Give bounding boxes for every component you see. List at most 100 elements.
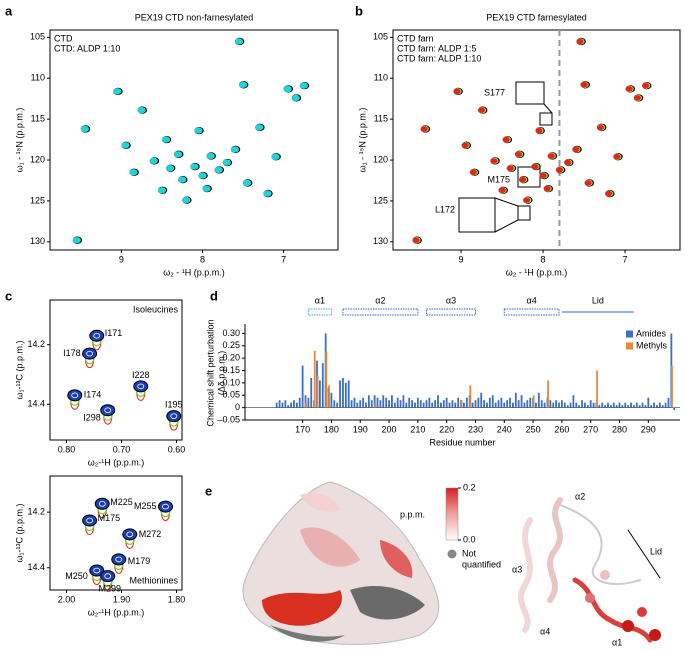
bar xyxy=(658,402,661,408)
not-quantified-label: Not xyxy=(462,548,477,558)
bar xyxy=(376,397,379,408)
x-tick-label: 240 xyxy=(497,424,512,434)
legend-label: CTD xyxy=(54,33,73,43)
structure-label: α4 xyxy=(540,626,550,636)
protein-ribbon xyxy=(517,497,661,643)
x-tick-label: 2.00 xyxy=(58,594,76,604)
peak xyxy=(572,146,580,153)
surface-patch xyxy=(300,527,360,567)
bar xyxy=(627,405,630,408)
peak-label: M250 xyxy=(65,571,88,581)
bar xyxy=(483,400,486,408)
y-tick-label: 110 xyxy=(374,73,388,83)
x-tick-label: 190 xyxy=(353,424,368,434)
x-tick-label: 260 xyxy=(554,424,569,434)
y-tick-label: 130 xyxy=(30,236,45,246)
y-tick-label: 0.30 xyxy=(222,328,240,338)
legend-label: Amides xyxy=(636,328,667,338)
x-tick-label: 280 xyxy=(612,424,627,434)
contour xyxy=(93,332,101,339)
peak xyxy=(291,94,300,102)
peak xyxy=(230,146,240,153)
legend-label: CTD farn xyxy=(397,33,434,43)
bar xyxy=(535,402,537,408)
bar xyxy=(566,405,569,408)
peak xyxy=(238,81,248,88)
peak xyxy=(129,169,138,176)
contour xyxy=(137,383,145,390)
bar xyxy=(480,392,483,408)
peak xyxy=(490,158,498,164)
x-axis-label: ω₂-¹H (p.p.m.) xyxy=(88,457,145,467)
contour xyxy=(162,503,169,510)
bar xyxy=(465,397,468,408)
peak-label: M179 xyxy=(128,556,151,566)
protein-surface xyxy=(242,481,440,645)
bar xyxy=(439,402,442,408)
contour xyxy=(93,567,101,574)
x-axis-label: Residue number xyxy=(429,437,495,447)
x-tick-label: 290 xyxy=(641,424,656,434)
bar xyxy=(382,395,385,408)
bar xyxy=(402,395,405,408)
peak xyxy=(596,124,604,131)
y-tick-label: 0 xyxy=(235,402,240,412)
bar xyxy=(471,402,474,408)
peak xyxy=(263,190,272,197)
bar xyxy=(313,350,316,408)
helix xyxy=(425,308,476,316)
bar xyxy=(275,402,278,408)
bar xyxy=(325,350,328,408)
peak-label: M299 xyxy=(98,583,121,593)
y-tick-label: 0.05 xyxy=(222,390,240,400)
peak xyxy=(166,410,182,423)
bar xyxy=(425,400,428,408)
peak xyxy=(182,196,191,204)
bar xyxy=(612,402,615,408)
bar xyxy=(547,380,549,408)
structure-label: α3 xyxy=(446,295,456,305)
structure-label: Lid xyxy=(592,295,604,305)
x-tick-label: 9 xyxy=(119,254,124,264)
bar xyxy=(457,397,460,408)
bar xyxy=(667,397,670,408)
y-tick-label: 125 xyxy=(373,195,388,205)
y-tick-label: 115 xyxy=(31,114,45,124)
bar xyxy=(543,402,546,408)
ribbon-sphere xyxy=(622,620,634,632)
bar xyxy=(615,405,618,408)
bar xyxy=(301,365,304,408)
x-tick-label: 7 xyxy=(281,254,286,264)
peak xyxy=(564,159,572,166)
bar xyxy=(540,400,543,408)
peak xyxy=(122,528,138,541)
x-axis-label: ω₂ - ¹H (p.p.m.) xyxy=(506,267,568,277)
peak xyxy=(255,124,264,131)
bar xyxy=(344,382,347,408)
bar xyxy=(529,397,532,408)
peak-label: I171 xyxy=(105,328,123,338)
bar xyxy=(295,402,298,408)
bar xyxy=(416,397,419,408)
bar xyxy=(434,400,437,408)
peak xyxy=(89,329,105,342)
bar xyxy=(506,400,509,408)
peak xyxy=(234,38,244,45)
peak xyxy=(580,82,588,88)
lid-arrow xyxy=(627,529,661,579)
bar xyxy=(310,377,313,408)
peak xyxy=(633,95,641,101)
y-tick-label: 120 xyxy=(373,154,388,164)
bar xyxy=(523,402,526,408)
bar xyxy=(287,405,290,408)
colorbar-tick-label: 0.2 xyxy=(463,482,476,492)
bar xyxy=(549,400,552,408)
bar xyxy=(328,385,331,408)
bar xyxy=(589,400,592,408)
peak xyxy=(506,165,514,171)
peak xyxy=(625,86,633,92)
bar xyxy=(388,400,390,408)
bar xyxy=(304,395,307,408)
peak xyxy=(584,180,592,186)
peak-label: I228 xyxy=(132,370,150,380)
